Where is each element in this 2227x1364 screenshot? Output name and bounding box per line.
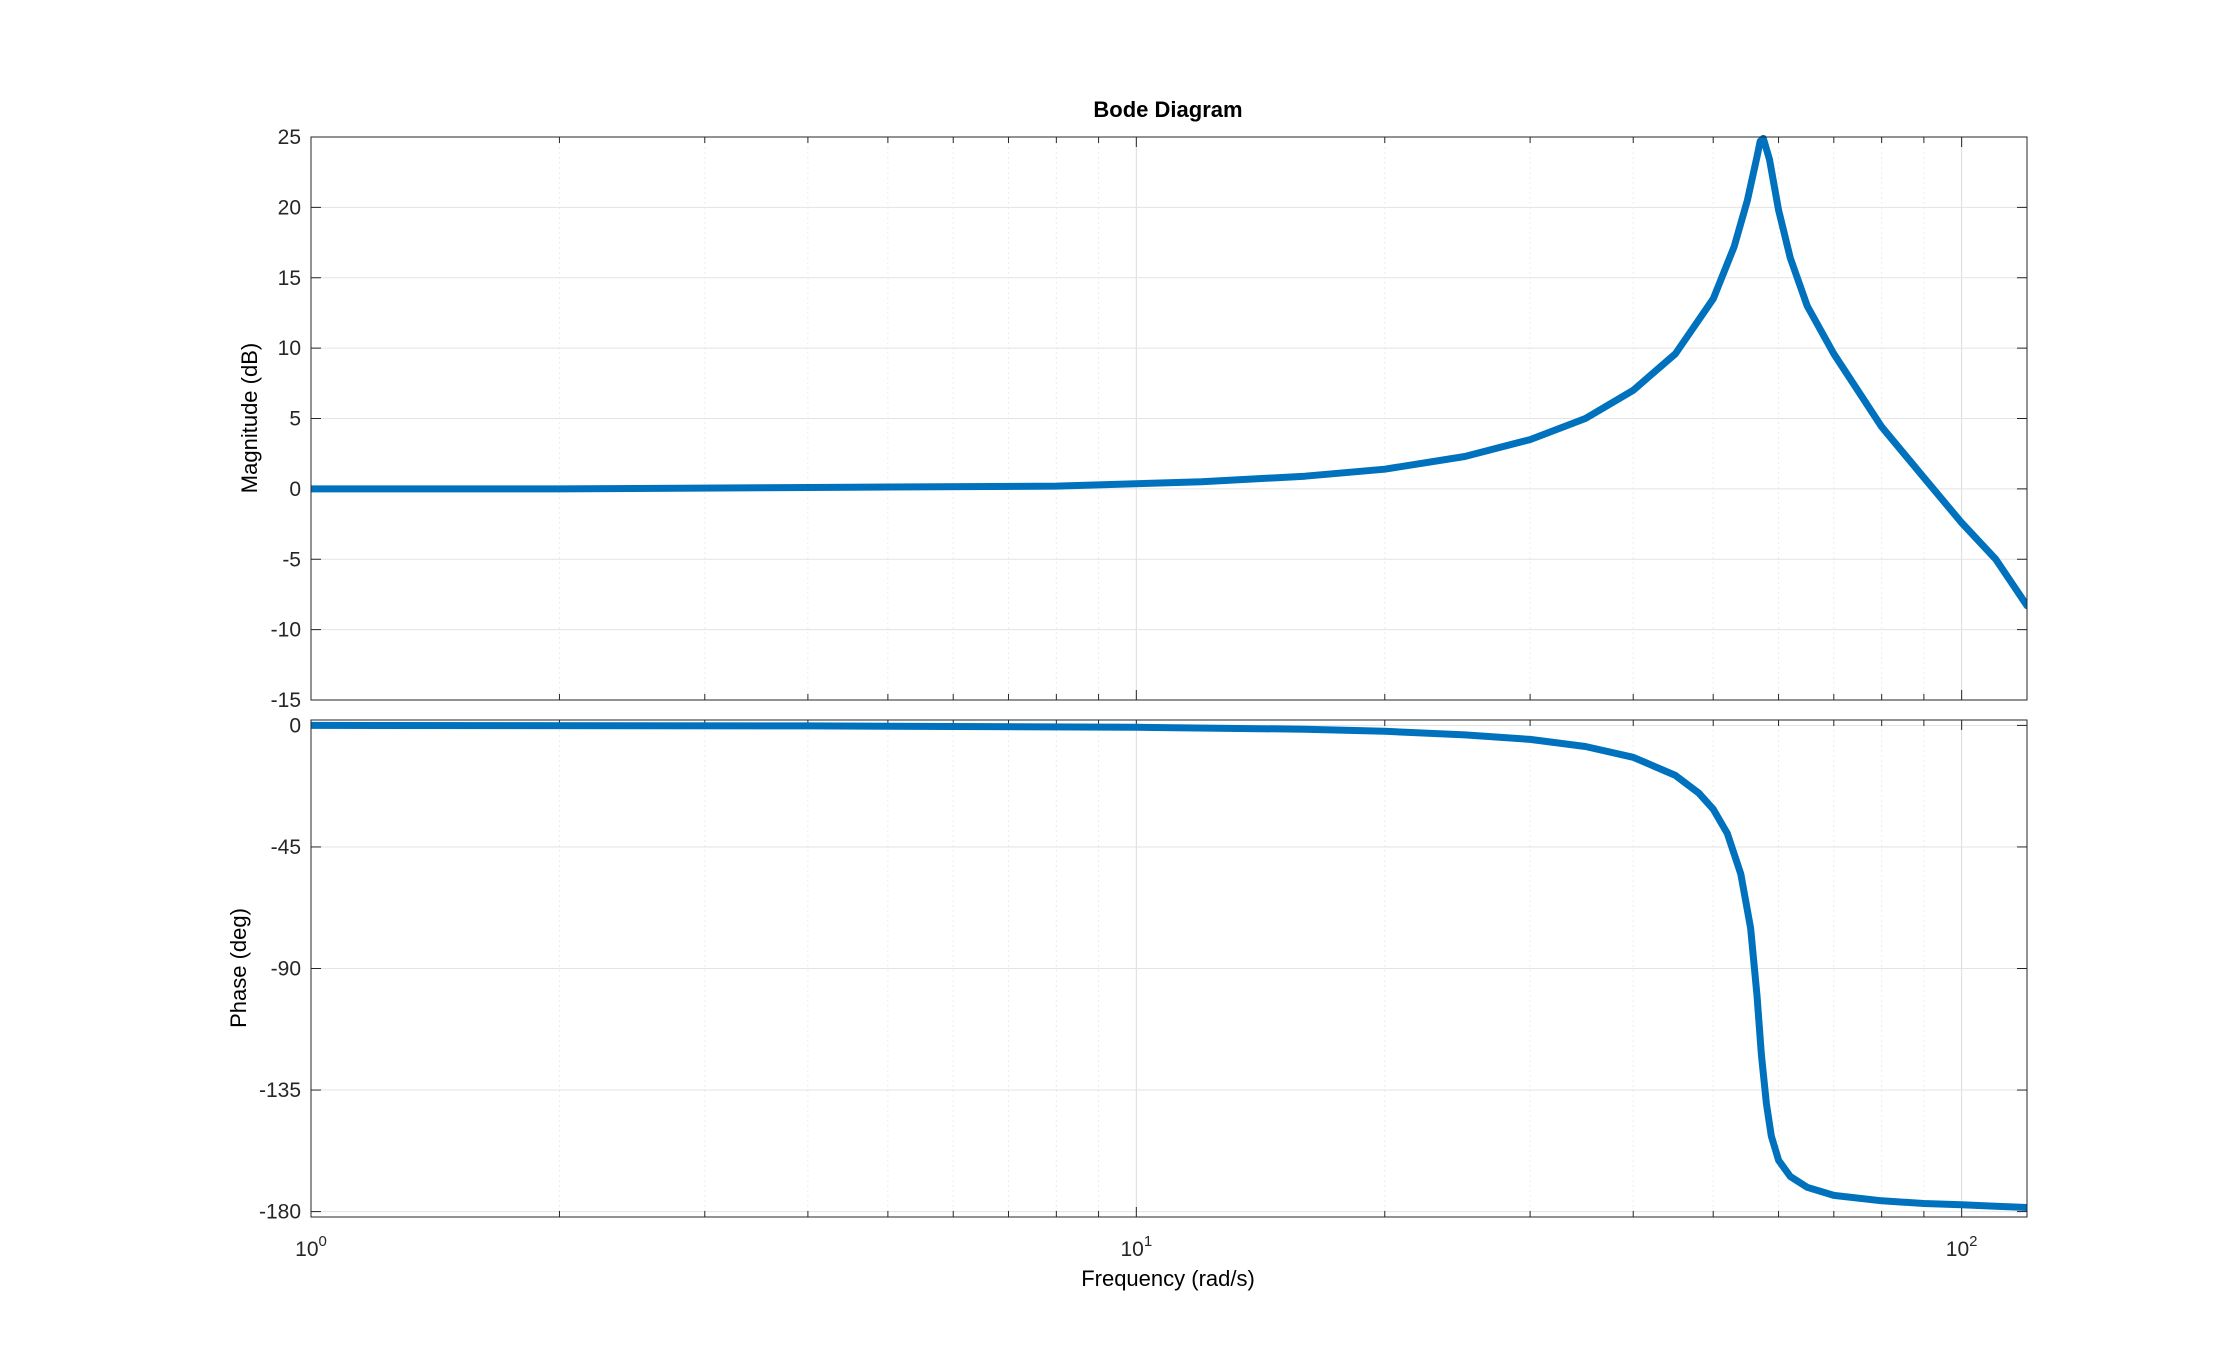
magnitude-y-tick-label: -10 bbox=[271, 619, 301, 642]
phase-y-tick-label: 0 bbox=[289, 714, 301, 737]
x-tick-label: 101 bbox=[1120, 1233, 1152, 1261]
x-tick-label: 102 bbox=[1946, 1233, 1978, 1261]
phase-series-line bbox=[311, 721, 2027, 1211]
phase-subplot: 0 -45 -90 -135 -180 Phase (deg) bbox=[226, 714, 2028, 1224]
magnitude-y-tick-label: 0 bbox=[289, 478, 301, 501]
magnitude-y-tick-label: -15 bbox=[271, 689, 301, 712]
phase-y-axis-label: Phase (deg) bbox=[226, 908, 251, 1028]
phase-y-tick-labels: 0 -45 -90 -135 -180 bbox=[259, 714, 301, 1223]
phase-line bbox=[311, 721, 2027, 1211]
x-tick-label: 100 bbox=[295, 1233, 327, 1261]
magnitude-y-axis-label: Magnitude (dB) bbox=[237, 343, 262, 493]
magnitude-y-tick-label: 20 bbox=[278, 196, 301, 219]
x-tick-label-base: 10 bbox=[1120, 1238, 1143, 1261]
x-tick-label-exponent: 1 bbox=[1144, 1233, 1152, 1250]
magnitude-series-line bbox=[311, 134, 2027, 610]
magnitude-axes-border bbox=[310, 136, 2028, 701]
phase-y-tick-label: -90 bbox=[271, 958, 301, 981]
x-axis-label: Frequency (rad/s) bbox=[1081, 1266, 1255, 1291]
phase-y-tick-label: -180 bbox=[259, 1201, 301, 1224]
magnitude-y-tick-label: 10 bbox=[278, 337, 301, 360]
x-tick-label-exponent: 0 bbox=[319, 1233, 327, 1250]
magnitude-y-tick-label: 15 bbox=[278, 267, 301, 290]
magnitude-subplot: 25 20 15 10 5 0 -5 -10 -15 Magnitude (dB) bbox=[237, 126, 2028, 712]
phase-y-tick-label: -135 bbox=[259, 1079, 301, 1102]
x-tick-label-base: 10 bbox=[295, 1238, 318, 1261]
magnitude-y-tick-label: 5 bbox=[289, 408, 301, 431]
chart-title: Bode Diagram bbox=[1093, 97, 1242, 122]
x-tick-labels: 100 101 102 bbox=[295, 1233, 1977, 1261]
x-tick-label-base: 10 bbox=[1946, 1238, 1969, 1261]
magnitude-y-tick-label: -5 bbox=[282, 548, 301, 571]
magnitude-y-tick-labels: 25 20 15 10 5 0 -5 -10 -15 bbox=[271, 126, 301, 712]
phase-y-tick-label: -45 bbox=[271, 836, 301, 859]
x-tick-label-exponent: 2 bbox=[1969, 1233, 1977, 1250]
magnitude-line bbox=[311, 134, 2027, 610]
magnitude-y-tick-label: 25 bbox=[278, 126, 301, 149]
phase-axes-border bbox=[310, 719, 2028, 1218]
magnitude-grid bbox=[311, 137, 2027, 700]
